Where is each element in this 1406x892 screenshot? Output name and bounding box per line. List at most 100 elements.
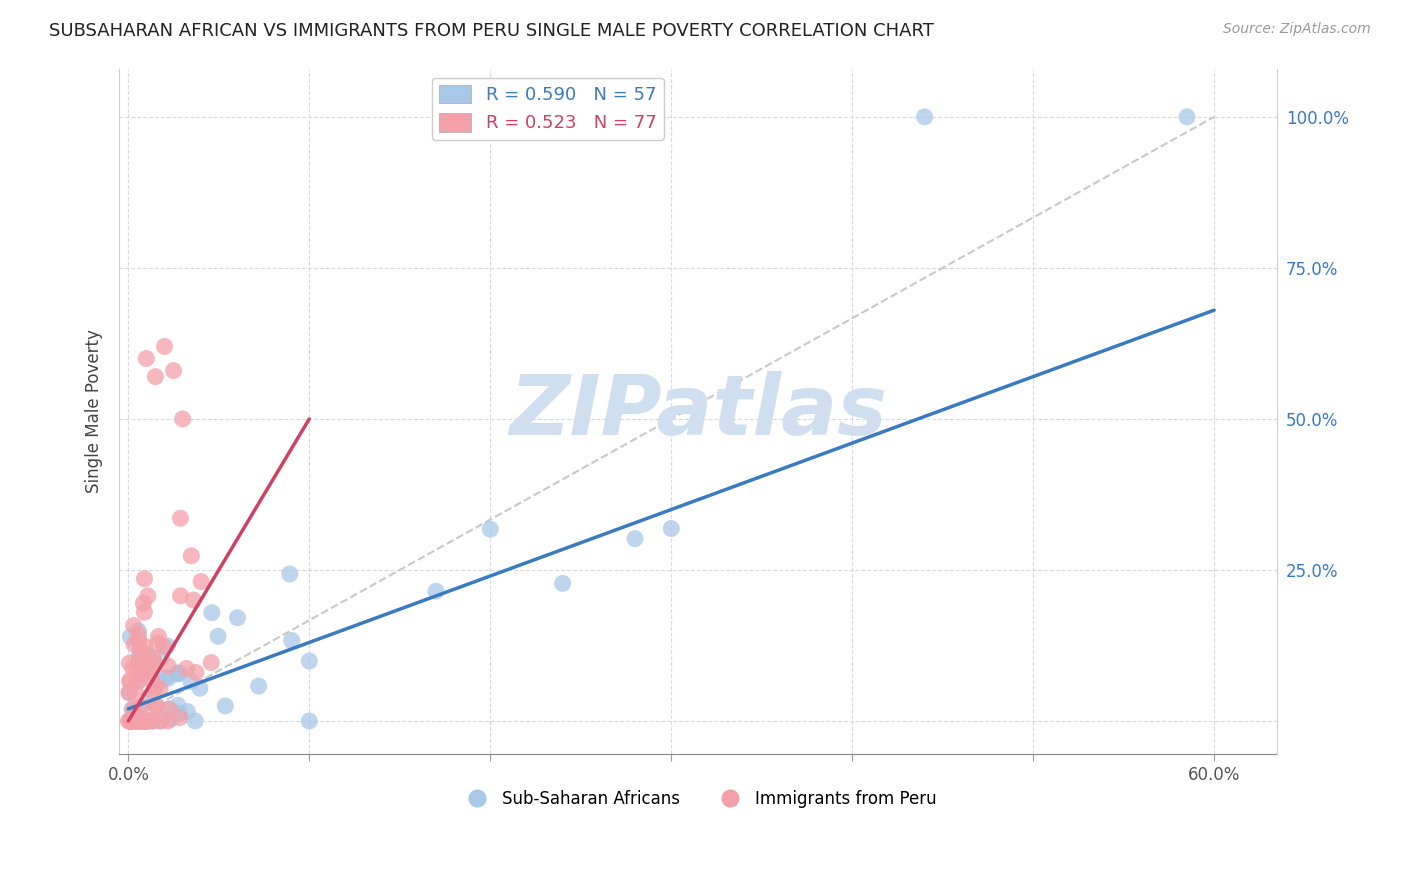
Point [155, 671, 177, 685]
Point [125, 714, 148, 728]
Point [136, 714, 159, 728]
Y-axis label: Single Male Poverty: Single Male Poverty [86, 329, 103, 493]
Point [134, 639, 156, 653]
Point [156, 639, 179, 653]
Point [131, 714, 153, 728]
Text: SUBSAHARAN AFRICAN VS IMMIGRANTS FROM PERU SINGLE MALE POVERTY CORRELATION CHART: SUBSAHARAN AFRICAN VS IMMIGRANTS FROM PE… [49, 22, 934, 40]
Point [135, 714, 157, 728]
Point [143, 657, 166, 671]
Point [127, 714, 149, 728]
Point [214, 698, 236, 713]
Point [226, 611, 249, 625]
Point [169, 706, 191, 721]
Point [124, 710, 146, 724]
Point [157, 672, 180, 686]
Point [129, 714, 152, 728]
Point [142, 651, 165, 665]
Point [479, 522, 502, 536]
Text: Source: ZipAtlas.com: Source: ZipAtlas.com [1223, 22, 1371, 37]
Point [160, 712, 183, 726]
Point [128, 653, 150, 667]
Point [145, 369, 167, 384]
Point [200, 656, 222, 670]
Point [156, 714, 179, 728]
Point [120, 714, 142, 728]
Point [121, 702, 143, 716]
Point [167, 665, 190, 680]
Point [180, 549, 202, 563]
Point [157, 659, 180, 673]
Point [169, 511, 191, 525]
Point [129, 667, 152, 681]
Point [135, 714, 157, 728]
Point [134, 572, 156, 586]
Point [134, 605, 156, 619]
Point [118, 674, 141, 689]
Point [134, 714, 156, 728]
Point [149, 681, 172, 696]
Point [183, 593, 205, 607]
Point [132, 596, 155, 610]
Point [280, 633, 302, 648]
Point [142, 657, 165, 671]
Point [118, 673, 141, 688]
Point [128, 673, 150, 687]
Point [136, 714, 159, 728]
Legend: Sub-Saharan Africans, Immigrants from Peru: Sub-Saharan Africans, Immigrants from Pe… [454, 783, 943, 814]
Point [131, 667, 153, 681]
Point [169, 711, 191, 725]
Point [121, 661, 143, 675]
Point [132, 648, 155, 662]
Point [127, 624, 149, 638]
Point [136, 690, 159, 705]
Point [122, 637, 145, 651]
Point [136, 714, 159, 728]
Point [129, 714, 152, 728]
Point [120, 714, 142, 728]
Point [142, 714, 165, 728]
Point [132, 714, 155, 728]
Point [157, 702, 180, 716]
Point [131, 699, 153, 714]
Point [153, 339, 176, 353]
Point [118, 656, 141, 670]
Point [124, 685, 146, 699]
Point [148, 674, 170, 689]
Point [120, 630, 142, 644]
Point [148, 630, 170, 644]
Point [146, 636, 169, 650]
Point [128, 711, 150, 725]
Point [169, 589, 191, 603]
Point [135, 351, 157, 366]
Point [125, 714, 148, 728]
Point [176, 662, 198, 676]
Point [180, 674, 202, 689]
Point [184, 714, 207, 728]
Point [145, 700, 167, 714]
Point [124, 714, 146, 728]
Point [127, 714, 149, 728]
Point [914, 110, 936, 124]
Point [172, 412, 194, 426]
Point [624, 532, 647, 546]
Point [121, 714, 143, 728]
Point [136, 589, 159, 603]
Point [188, 681, 211, 696]
Point [298, 654, 321, 668]
Point [149, 714, 172, 728]
Point [117, 714, 139, 728]
Point [278, 566, 301, 581]
Point [166, 666, 188, 681]
Point [157, 702, 180, 716]
Point [120, 714, 142, 728]
Point [141, 673, 163, 687]
Point [143, 680, 166, 694]
Point [141, 714, 163, 728]
Point [138, 650, 160, 665]
Point [129, 665, 152, 679]
Point [139, 665, 162, 679]
Point [551, 576, 574, 591]
Point [129, 701, 152, 715]
Point [122, 714, 145, 728]
Point [659, 521, 682, 535]
